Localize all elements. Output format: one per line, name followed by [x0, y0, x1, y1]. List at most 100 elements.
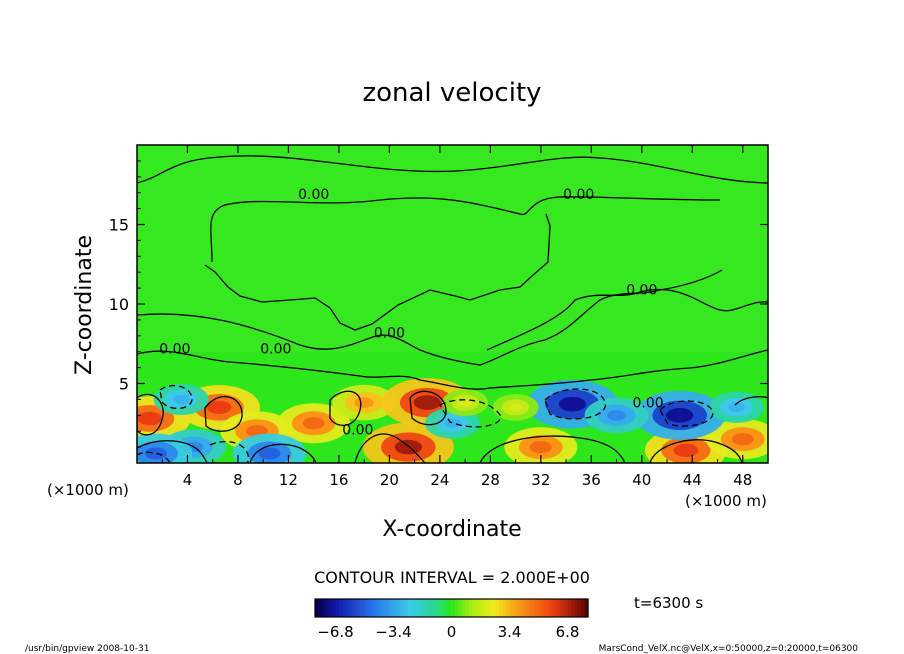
colorbar-cell — [410, 599, 415, 617]
colorbar-cell — [540, 599, 545, 617]
field-feature-core — [529, 441, 552, 454]
x-units-left: (×1000 m) — [47, 481, 129, 499]
colorbar-cell — [413, 599, 418, 617]
field-feature-core — [394, 439, 422, 455]
x-tick-label: 32 — [531, 471, 550, 489]
contour-blob-mid-b — [409, 390, 447, 426]
colorbar-frame — [314, 598, 589, 618]
colorbar-tick-label: 0 — [447, 623, 457, 641]
x-axis-label: X-coordinate — [382, 517, 521, 542]
colorbar-cell — [417, 599, 422, 617]
colorbar-cell — [553, 599, 558, 617]
colorbar-cell — [485, 599, 490, 617]
colorbar-cell — [383, 599, 388, 617]
colorbar-cell — [574, 599, 579, 617]
colorbar-cell — [431, 599, 436, 617]
colorbar-cell — [516, 599, 521, 617]
colorbar-cell — [335, 599, 340, 617]
field-feature-core — [458, 398, 473, 407]
contour-zero-top — [137, 155, 768, 184]
colorbar-cell — [318, 599, 323, 617]
colorbar-cell — [325, 599, 330, 617]
colorbar-cell — [403, 599, 408, 617]
contour-blob-mid-c — [249, 443, 317, 463]
colorbar-cell — [420, 599, 425, 617]
contour-label: 0.00 — [626, 282, 657, 298]
contour-label: 0.00 — [563, 187, 594, 203]
contour-neg-a — [544, 388, 606, 420]
x-tick-label: 36 — [582, 471, 601, 489]
colorbar-cell — [543, 599, 548, 617]
colorbar-cell — [570, 599, 575, 617]
x-tick-label: 20 — [380, 471, 399, 489]
contour-zero-ragged — [204, 213, 551, 331]
y-tick-label: 10 — [109, 295, 129, 314]
colorbar-cell — [441, 599, 446, 617]
colorbar-cell — [475, 599, 480, 617]
y-tick-label: 5 — [119, 375, 129, 394]
colorbar-cell — [332, 599, 337, 617]
colorbar-cell — [424, 599, 429, 617]
field-feature-core — [558, 396, 587, 412]
colorbar-cell — [489, 599, 494, 617]
colorbar-cell — [458, 599, 463, 617]
field-feature-core — [673, 443, 699, 457]
x-axis-ticks: 4 8 12 16 20 24 28 32 36 40 44 48 — [161, 145, 752, 489]
x-tick-label: 44 — [683, 471, 702, 489]
x-tick-label: 48 — [733, 471, 752, 489]
contour-label: 0.00 — [159, 341, 190, 357]
colorbar-cell — [567, 599, 572, 617]
contour-blob-right-b — [649, 439, 743, 463]
colorbar-cell — [376, 599, 381, 617]
colorbar-cell — [338, 599, 343, 617]
colorbar-cell — [492, 599, 497, 617]
colorbar-gradient — [315, 599, 589, 617]
colorbar-cell — [533, 599, 538, 617]
contour-neg-c — [159, 384, 193, 409]
colorbar-cell — [526, 599, 531, 617]
colorbar-cell — [437, 599, 442, 617]
contour-interval: CONTOUR INTERVAL = 2.000E+00 — [314, 568, 590, 587]
colorbar-cell — [468, 599, 473, 617]
contour-zero-lower-right — [486, 288, 768, 351]
contour-zero-upper-left — [210, 196, 721, 263]
field-feature-core — [666, 407, 694, 423]
y-axis-label: Z-coordinate — [72, 235, 97, 375]
colorbar-cell — [451, 599, 456, 617]
colorbar-cell — [386, 599, 391, 617]
colorbar-tick-labels: −6.8 −3.4 0 3.4 6.8 — [317, 623, 579, 641]
contour-blob-floor — [354, 433, 426, 463]
field-feature-core — [258, 447, 281, 460]
contour-label: 0.00 — [298, 187, 329, 203]
colorbar-cell — [581, 599, 586, 617]
colorbar-cell — [560, 599, 565, 617]
colorbar-cell — [444, 599, 449, 617]
colorbar-cell — [509, 599, 514, 617]
contour-neg-f — [137, 451, 171, 463]
colorbar-tick-label: −6.8 — [317, 623, 353, 641]
colorbar-cell — [352, 599, 357, 617]
colorbar-cell — [461, 599, 466, 617]
colorbar-cell — [366, 599, 371, 617]
x-tick-label: 4 — [183, 471, 193, 489]
colorbar-cell — [315, 599, 320, 617]
contour-neg-d — [439, 399, 502, 428]
field-feature-core — [606, 409, 627, 421]
contour-neg-e — [209, 441, 250, 463]
field-feature-core — [302, 417, 325, 430]
contour-blob-right-a — [479, 435, 626, 463]
colorbar-cell — [369, 599, 374, 617]
field-feature-core — [144, 447, 167, 460]
colorbar-cell — [434, 599, 439, 617]
contour-label: 0.00 — [633, 395, 664, 411]
colorbar-cell — [478, 599, 483, 617]
field-feature-core — [137, 411, 162, 426]
colorbar-cell — [465, 599, 470, 617]
colorbar-cell — [396, 599, 401, 617]
footer-left: /usr/bin/gpview 2008-10-31 — [25, 644, 149, 654]
field-feature-core — [354, 397, 374, 408]
x-units-right: (×1000 m) — [685, 492, 767, 510]
colorbar-cell — [577, 599, 582, 617]
field-feature-core — [172, 394, 190, 405]
